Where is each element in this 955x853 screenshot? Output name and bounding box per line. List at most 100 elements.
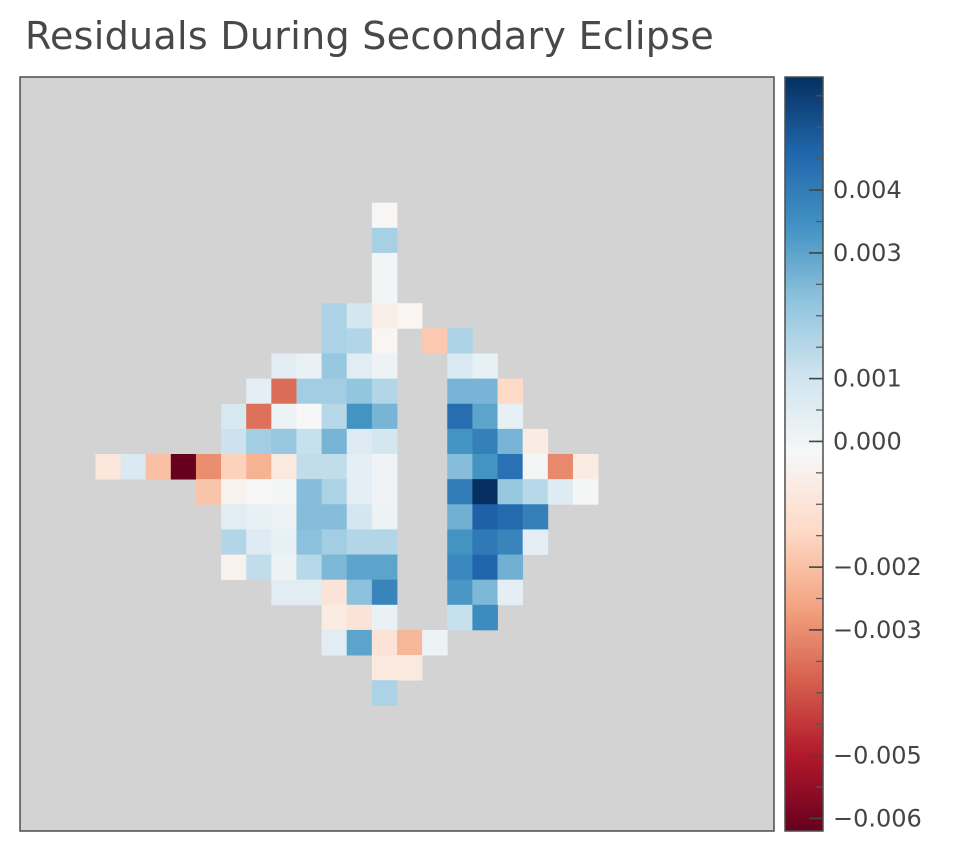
heatmap-cell bbox=[472, 353, 498, 379]
heatmap-cell bbox=[371, 579, 398, 606]
heatmap-cell bbox=[246, 529, 272, 555]
heatmap-cell bbox=[321, 529, 348, 555]
heatmap-cell bbox=[221, 504, 247, 530]
heatmap-cell bbox=[346, 504, 373, 530]
heatmap-cell bbox=[371, 278, 398, 304]
heatmap-cell bbox=[422, 328, 448, 354]
heatmap-cell bbox=[246, 454, 272, 480]
colorbar-tick-label: 0.001 bbox=[833, 365, 902, 393]
heatmap-cell bbox=[472, 428, 498, 455]
heatmap-cell bbox=[170, 454, 197, 480]
heatmap-cell bbox=[221, 454, 247, 480]
heatmap-cell bbox=[296, 479, 322, 505]
heatmap-cell bbox=[346, 378, 373, 405]
heatmap-cell bbox=[472, 479, 498, 505]
heatmap-cell bbox=[572, 454, 599, 480]
colorbar-ticks: 0.004 0.003 0.001 0.000 −0.002 −0.003 −0.005 −0… bbox=[809, 176, 922, 832]
heatmap-cell bbox=[271, 454, 297, 480]
heatmap-cell bbox=[271, 353, 297, 379]
heatmap-cell bbox=[120, 454, 147, 480]
heatmap-cell bbox=[321, 403, 348, 430]
heatmap-cell bbox=[371, 328, 398, 354]
heatmap-cell bbox=[346, 554, 373, 581]
heatmap-cell bbox=[271, 403, 297, 430]
heatmap-cell bbox=[497, 454, 524, 480]
heatmap-cell bbox=[296, 454, 322, 480]
heatmap-cell bbox=[522, 428, 549, 455]
heatmap-cell bbox=[447, 479, 473, 505]
heatmap-cell bbox=[371, 303, 398, 329]
heatmap-cell bbox=[447, 353, 473, 379]
plot-frame bbox=[19, 76, 775, 832]
heatmap-cell bbox=[547, 454, 574, 480]
heatmap-cell bbox=[371, 454, 398, 480]
heatmap-cell bbox=[497, 378, 524, 405]
heatmap-cell bbox=[547, 479, 574, 505]
heatmap-cell bbox=[221, 479, 247, 505]
heatmap-cell bbox=[371, 353, 398, 379]
heatmap-cell bbox=[371, 554, 398, 581]
heatmap-cell bbox=[271, 479, 297, 505]
heatmap-cell bbox=[522, 504, 549, 530]
heatmap-cell bbox=[472, 529, 498, 555]
heatmap-cell bbox=[371, 680, 398, 706]
heatmap-cell bbox=[497, 579, 524, 606]
heatmap-cells bbox=[95, 202, 599, 706]
heatmap-cell bbox=[397, 303, 423, 329]
heatmap-cell bbox=[447, 328, 473, 354]
heatmap-cell bbox=[346, 328, 373, 354]
heatmap-cell bbox=[321, 504, 348, 530]
heatmap-cell bbox=[321, 328, 348, 354]
heatmap-cell bbox=[472, 403, 498, 430]
colorbar bbox=[784, 76, 824, 832]
heatmap-cell bbox=[321, 479, 348, 505]
heatmap-cell bbox=[346, 529, 373, 555]
heatmap-cell bbox=[321, 353, 348, 379]
heatmap-cell bbox=[447, 504, 473, 530]
heatmap-cell bbox=[221, 529, 247, 555]
chart-title: Residuals During Secondary Eclipse bbox=[25, 14, 715, 58]
colorbar-tick-label: −0.003 bbox=[833, 616, 922, 644]
heatmap-cell bbox=[447, 529, 473, 555]
heatmap-cell bbox=[346, 428, 373, 455]
heatmap-cell bbox=[271, 378, 297, 405]
heatmap-cell bbox=[246, 378, 272, 405]
heatmap-cell bbox=[472, 554, 498, 581]
heatmap-cell bbox=[246, 403, 272, 430]
heatmap-cell bbox=[346, 353, 373, 379]
heatmap-cell bbox=[296, 554, 322, 581]
heatmap-cell bbox=[195, 479, 222, 505]
heatmap-cell bbox=[346, 629, 373, 656]
heatmap-cell bbox=[271, 554, 297, 581]
heatmap-cell bbox=[246, 504, 272, 530]
heatmap-cell bbox=[497, 554, 524, 581]
heatmap-cell bbox=[447, 428, 473, 455]
heatmap-cell bbox=[246, 554, 272, 581]
heatmap-cell bbox=[371, 403, 398, 430]
heatmap-cell bbox=[321, 428, 348, 455]
heatmap-cell bbox=[346, 479, 373, 505]
heatmap-cell bbox=[246, 428, 272, 455]
heatmap-cell bbox=[497, 479, 524, 505]
heatmap-cell bbox=[246, 479, 272, 505]
heatmap-cell bbox=[321, 303, 348, 329]
heatmap-cell bbox=[371, 479, 398, 505]
heatmap-cell bbox=[271, 579, 297, 606]
heatmap-cell bbox=[321, 629, 348, 656]
heatmap-cell bbox=[271, 529, 297, 555]
heatmap-cell bbox=[447, 579, 473, 606]
heatmap-cell bbox=[472, 604, 498, 631]
heatmap-cell bbox=[271, 428, 297, 455]
heatmap-cell bbox=[497, 529, 524, 555]
heatmap-cell bbox=[472, 454, 498, 480]
heatmap-cell bbox=[296, 378, 322, 405]
heatmap-cell bbox=[321, 454, 348, 480]
heatmap-cell bbox=[371, 428, 398, 455]
heatmap-cell bbox=[472, 378, 498, 405]
heatmap-cell bbox=[271, 504, 297, 530]
heatmap-cell bbox=[346, 579, 373, 606]
heatmap-cell bbox=[371, 227, 398, 254]
heatmap-cell bbox=[447, 454, 473, 480]
heatmap-cell bbox=[296, 353, 322, 379]
heatmap-cell bbox=[422, 629, 448, 656]
